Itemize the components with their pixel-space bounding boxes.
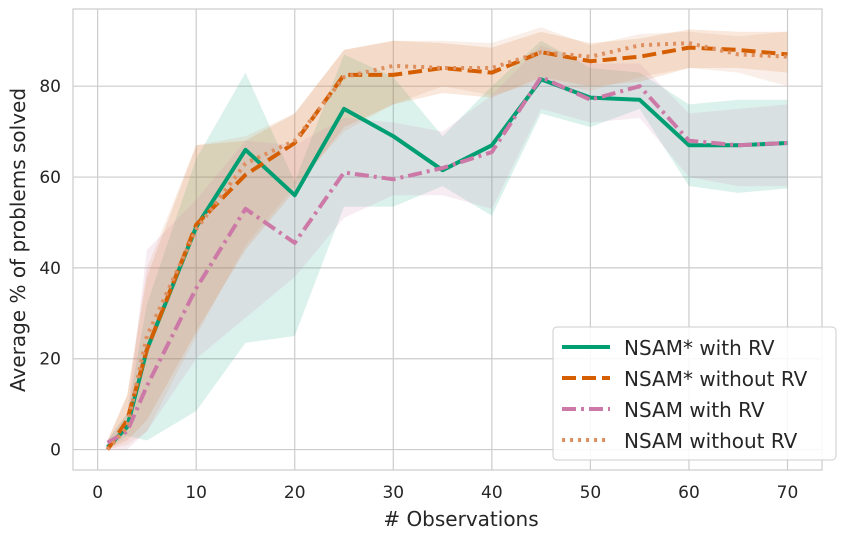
x-tick-label: 60 [678,483,700,503]
legend-label-nsam-with-rv: NSAM with RV [624,398,765,422]
x-tick-label: 0 [92,483,103,503]
y-tick-label: 60 [39,168,61,188]
series-3-band [107,27,788,450]
y-tick-label: 0 [50,441,61,461]
y-tick-label: 80 [39,77,61,97]
x-tick-label: 50 [580,483,602,503]
plot-frame [72,8,823,471]
series-0-line [106,77,788,449]
legend-label-nsam-star-with-rv: NSAM* with RV [624,336,775,360]
legend: NSAM* with RV NSAM* without RV NSAM with… [552,326,837,461]
x-tick-label: 10 [185,483,207,503]
y-axis-ticks: 0 20 40 60 80 [39,77,61,460]
series-lines [105,41,788,451]
confidence-bands [107,27,788,450]
series-2-line [106,75,788,445]
legend-box [552,326,837,461]
series-0-band [107,40,788,450]
x-tick-label: 40 [481,483,503,503]
x-axis-ticks: 0 10 20 30 40 50 60 70 [92,483,798,503]
series-1-line [105,45,788,451]
series-1-band [107,29,788,450]
series-2-band [107,45,788,450]
y-tick-label: 20 [39,350,61,370]
legend-label-nsam-star-without-rv: NSAM* without RV [624,367,808,391]
x-tick-label: 30 [382,483,404,503]
y-axis-label: Average % of problems solved [6,88,30,392]
x-axis-label: # Observations [383,507,538,531]
y-tick-label: 40 [39,259,61,279]
x-tick-label: 70 [777,483,799,503]
x-tick-label: 20 [284,483,306,503]
legend-label-nsam-without-rv: NSAM without RV [624,429,798,453]
